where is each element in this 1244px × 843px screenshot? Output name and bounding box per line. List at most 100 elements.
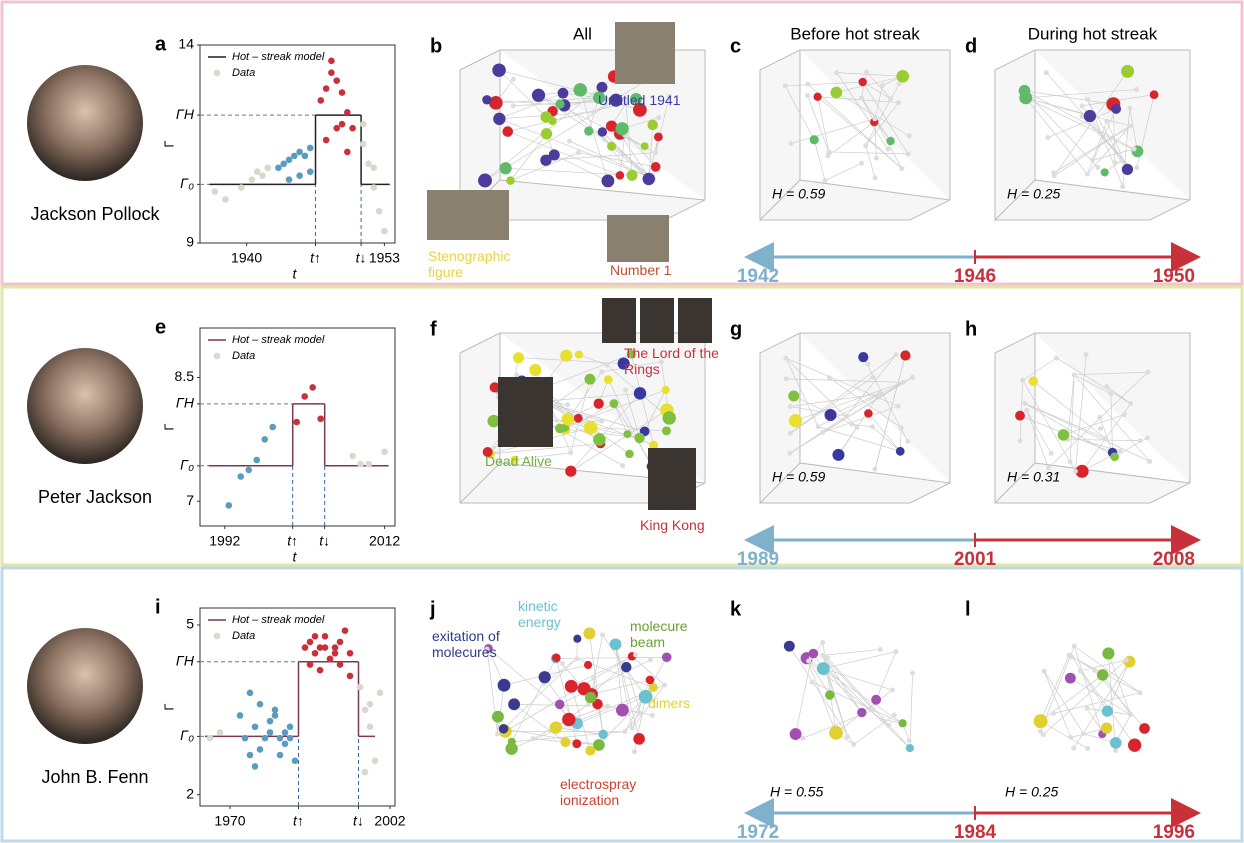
network-node — [891, 712, 897, 718]
network-node — [584, 691, 597, 704]
y-tick-label: 8.5 — [175, 368, 195, 384]
network-edge — [785, 81, 863, 87]
network-edge — [590, 427, 667, 432]
x-tick-label: 1940 — [231, 250, 262, 266]
network-node — [491, 710, 504, 723]
network-node — [562, 712, 576, 727]
data-point — [237, 473, 245, 480]
network-node — [886, 722, 892, 728]
network-node — [858, 77, 867, 87]
network-node — [514, 372, 520, 378]
network-node — [572, 739, 582, 749]
timeline-year: 2008 — [1153, 549, 1195, 570]
row-frame — [0, 285, 1244, 567]
network-node — [638, 689, 653, 704]
network-edge — [505, 656, 633, 732]
network-node — [872, 116, 878, 122]
network-node — [661, 385, 670, 395]
network-node — [549, 721, 562, 734]
network-node — [787, 403, 793, 409]
data-point — [271, 706, 279, 714]
network-node — [870, 374, 876, 380]
network-node — [782, 83, 788, 89]
network-node — [787, 430, 793, 436]
network-node — [859, 95, 865, 101]
network-node — [662, 411, 676, 425]
network-node — [1100, 168, 1109, 177]
network-node — [1123, 657, 1129, 663]
network-node — [1083, 352, 1089, 358]
network-node — [1064, 672, 1076, 684]
network-edge — [1025, 97, 1138, 152]
network-node — [806, 658, 812, 664]
x-tick-label: t↑ — [293, 813, 304, 829]
network-node — [585, 745, 596, 756]
network-node — [824, 655, 830, 661]
network-node — [824, 409, 837, 422]
network-node — [508, 698, 521, 711]
network-node — [863, 69, 869, 75]
network-node — [617, 357, 630, 370]
network-edge — [789, 645, 854, 745]
y-tick-label: 2 — [186, 785, 194, 801]
network-node — [870, 707, 876, 713]
timeline-year: 2001 — [954, 549, 997, 570]
network-edge — [828, 151, 909, 155]
network-edge — [577, 696, 646, 724]
data-point — [333, 77, 341, 84]
network-node — [538, 671, 551, 684]
network-node — [605, 703, 611, 709]
timeline-year: 1946 — [954, 266, 996, 287]
network-node — [809, 679, 815, 685]
network-edge — [518, 357, 624, 364]
network-node — [502, 126, 514, 137]
network-edge — [790, 376, 874, 434]
cube — [994, 49, 1191, 221]
data-point — [251, 723, 259, 731]
x-tick-label: 1953 — [369, 250, 400, 266]
network-edge — [569, 140, 649, 178]
legend-label: Data — [232, 350, 255, 362]
network-node — [530, 736, 536, 742]
network-edge — [1024, 403, 1150, 462]
network-node — [879, 716, 885, 722]
network-node — [590, 675, 596, 681]
data-point — [381, 227, 388, 235]
network-edge — [1025, 89, 1137, 99]
network-node — [1100, 722, 1113, 734]
network-edge — [813, 139, 826, 181]
network-node — [593, 398, 604, 409]
data-point — [306, 638, 314, 646]
network-edge — [1063, 414, 1125, 436]
network-edge — [829, 377, 902, 429]
network-node — [844, 413, 850, 419]
data-point — [276, 751, 284, 759]
network-edge — [615, 644, 640, 739]
network-node — [648, 657, 654, 663]
network-edge — [507, 131, 621, 176]
network-edge — [784, 85, 815, 140]
network-node — [815, 424, 821, 430]
network-edge — [625, 389, 640, 439]
network-node — [800, 735, 806, 741]
timeline-year: 1989 — [737, 549, 779, 570]
network-node — [1071, 745, 1077, 751]
network-node — [1043, 70, 1049, 76]
network-node — [482, 95, 492, 105]
network-node — [1071, 372, 1077, 378]
network-node — [1017, 438, 1023, 444]
network-edge — [630, 354, 654, 446]
network-node — [626, 349, 636, 359]
data-point — [261, 734, 269, 742]
data-point — [301, 393, 308, 400]
data-point — [331, 649, 339, 657]
network-edge — [564, 105, 654, 180]
network-edge — [1092, 121, 1108, 161]
network-edge — [1047, 108, 1117, 138]
network-edge — [644, 389, 666, 432]
network-node — [1068, 734, 1074, 740]
x-axis-label: t — [293, 549, 298, 565]
data-point — [266, 717, 274, 725]
panel-letter: h — [965, 318, 977, 340]
network-node — [573, 413, 583, 423]
